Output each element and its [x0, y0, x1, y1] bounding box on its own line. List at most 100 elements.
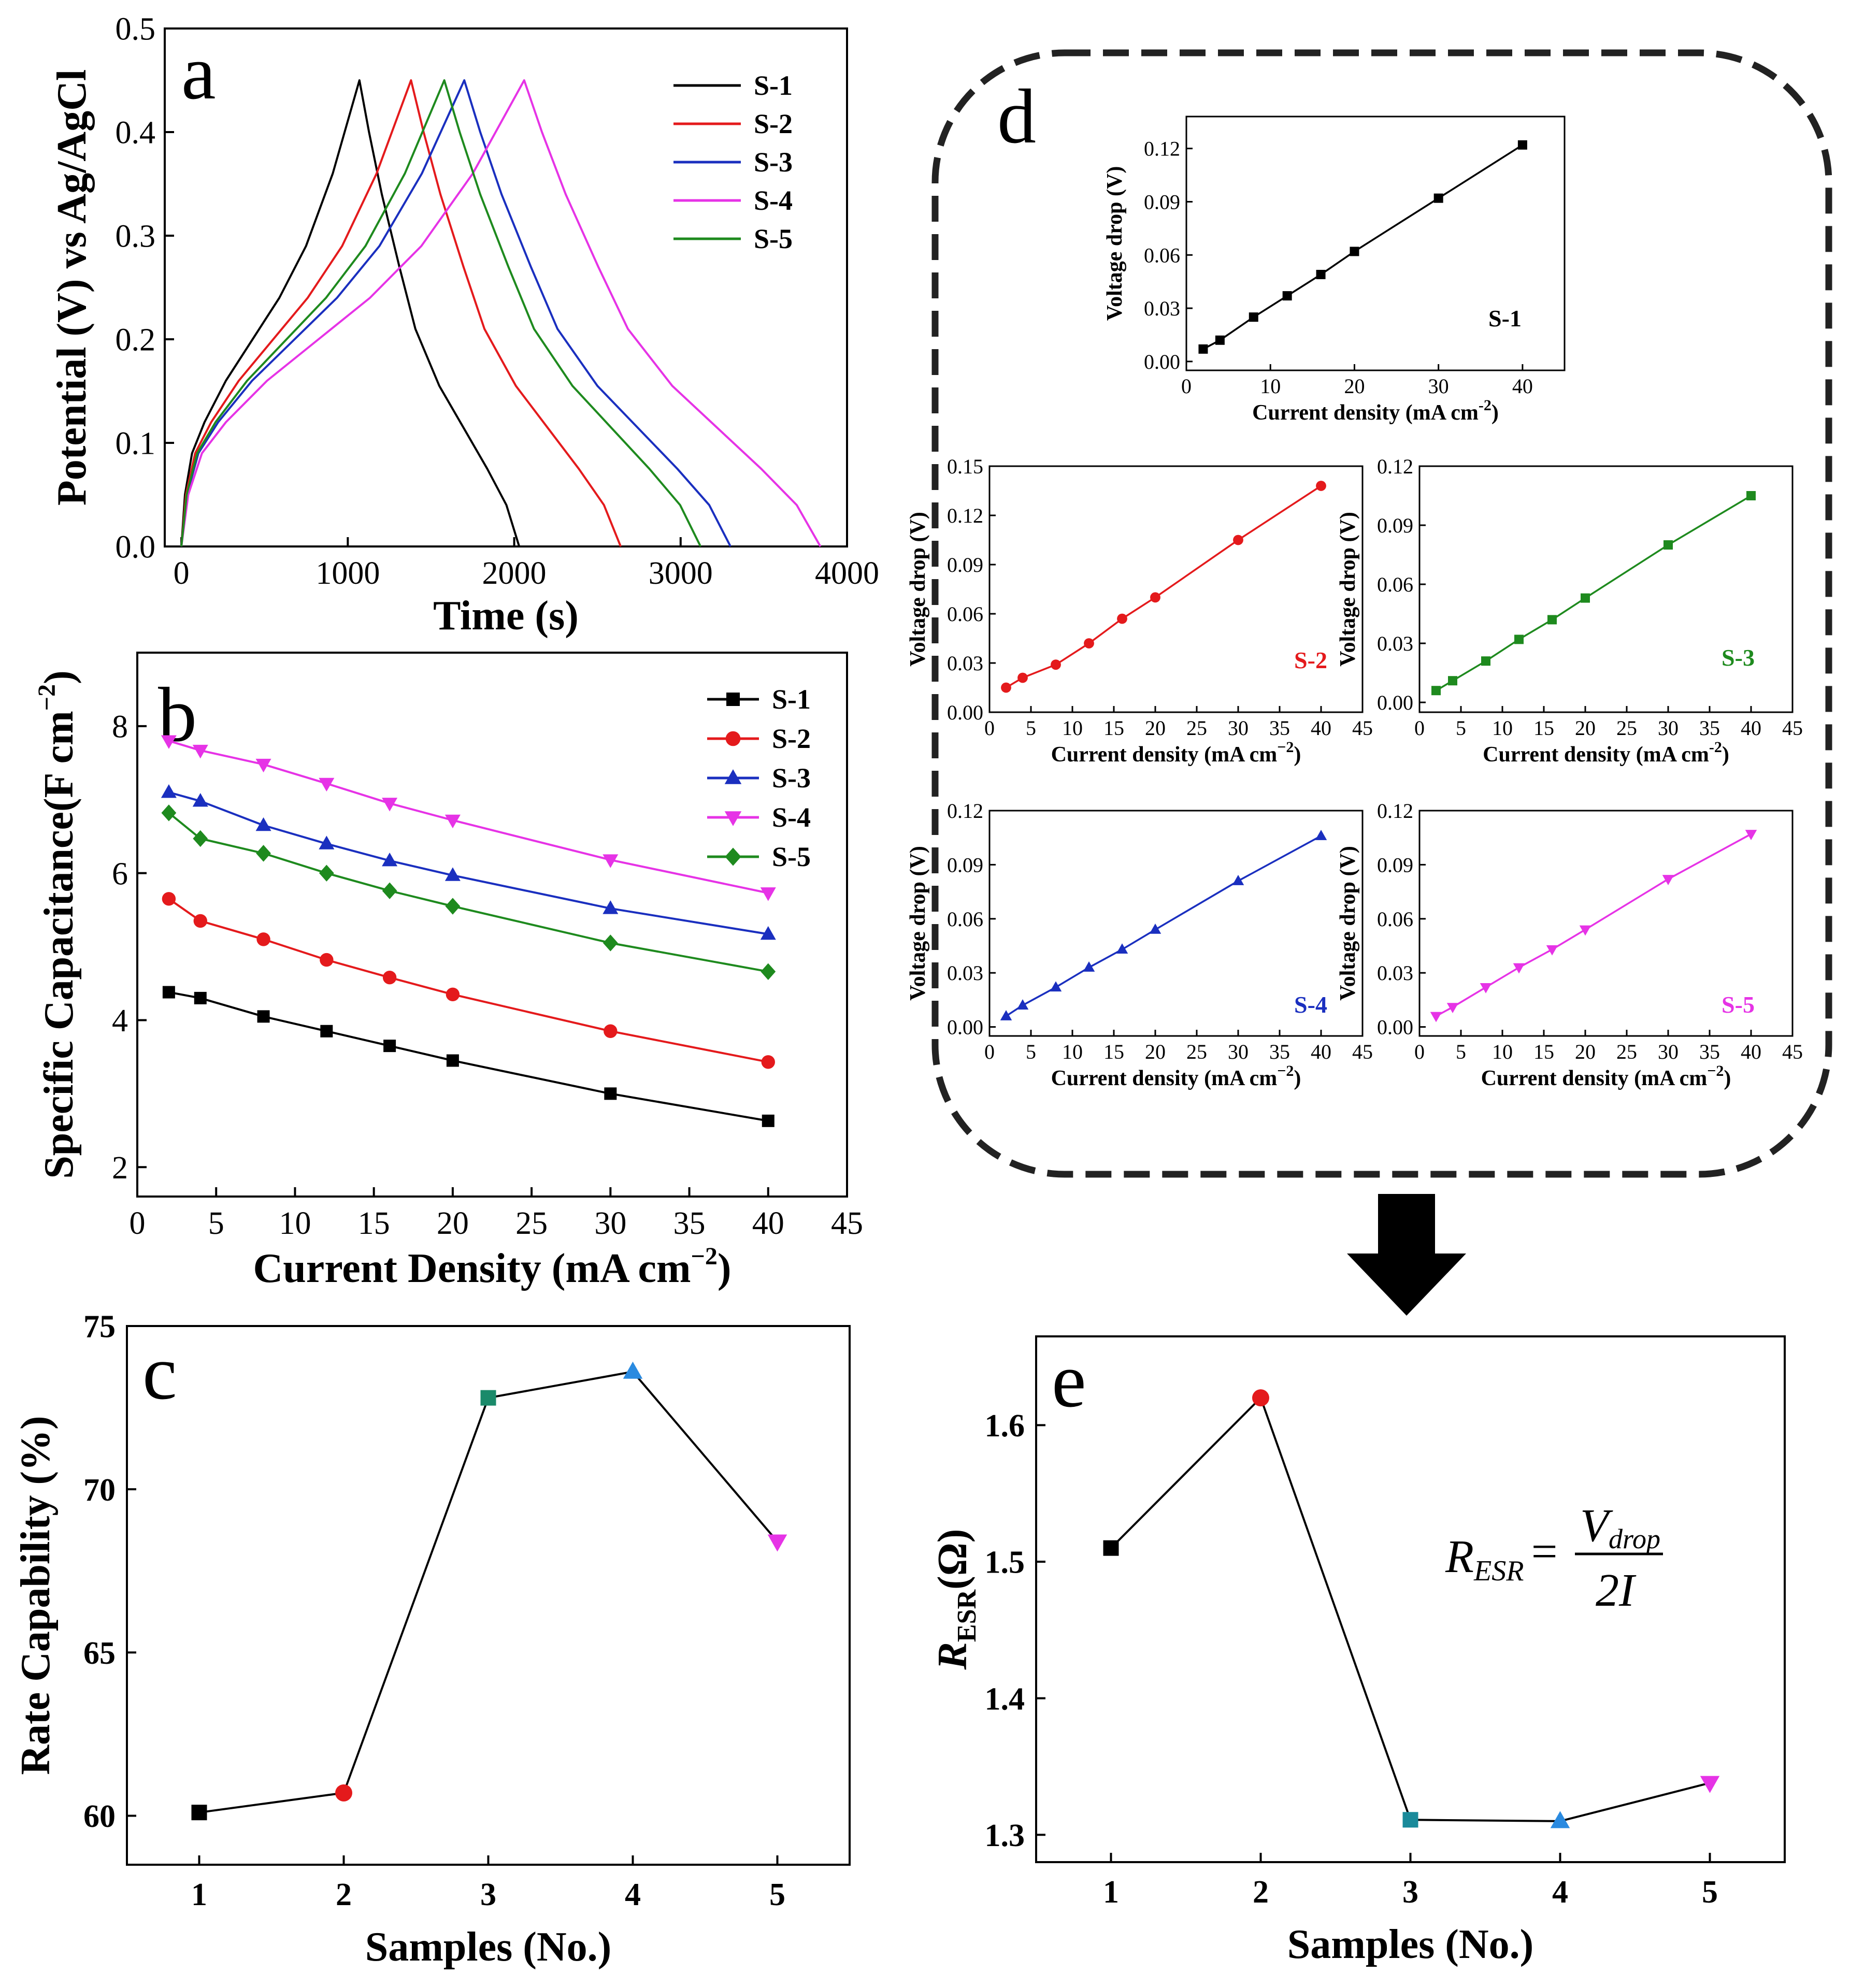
d3-xtick-label: 40	[1741, 716, 1761, 740]
d5-xtick-label: 30	[1658, 1040, 1679, 1063]
a-ytick-label: 0.3	[116, 219, 156, 254]
b-data-point	[257, 1010, 270, 1023]
d4-xtick-label: 10	[1062, 1040, 1083, 1063]
b-ytick-label: 2	[112, 1150, 128, 1186]
d5-ytick-label: 0.06	[1377, 907, 1413, 931]
d1-y-axis-label: Voltage drop (V)	[1103, 166, 1127, 321]
d3-xtick-label: 30	[1658, 716, 1679, 740]
b-ytick-label: 6	[112, 856, 128, 891]
d1-sample-label: S-1	[1488, 305, 1522, 332]
b-legend-marker	[724, 769, 742, 784]
d2-sample-label: S-2	[1294, 647, 1327, 673]
b-ytick-label: 8	[112, 710, 128, 745]
c-x-axis-label: Samples (No.)	[365, 1924, 612, 1970]
b-legend-label: S-1	[772, 684, 811, 715]
a-x-axis-label: Time (s)	[433, 593, 579, 639]
d1-xtick-label: 20	[1344, 374, 1365, 398]
inset-d5: 0 5 10 15 20 25 30 35 40 450.000.030.060.090.12Cu…	[1336, 799, 1803, 1090]
b-data-point	[603, 934, 618, 952]
d5-ytick-label: 0.03	[1377, 961, 1413, 985]
d5-xtick-label: 15	[1533, 1040, 1554, 1063]
d4-x-axis-label: Current density (mA cm−2)	[1051, 1062, 1301, 1090]
b-data-point	[319, 835, 335, 849]
a-legend-label: S-3	[754, 147, 793, 178]
b-xtick-label: 10	[279, 1206, 311, 1241]
d1-ytick-label: 0.03	[1144, 297, 1180, 320]
panel-b-letter: b	[158, 672, 197, 758]
d5-sample-label: S-5	[1722, 991, 1755, 1018]
d4-data-point	[1315, 830, 1327, 840]
a-y-axis-label: Potential (V) vs Ag/AgCl	[49, 69, 95, 506]
d4-xtick-label: 40	[1311, 1040, 1331, 1063]
d2-ytick-label: 0.12	[947, 504, 983, 527]
d1-data-point	[1433, 193, 1443, 203]
d4-xtick-label: 0	[984, 1040, 995, 1063]
d5-ytick-label: 0.12	[1377, 799, 1413, 823]
charts: 0 1000 2000 3000 40000.00.10.20.30.40.5aTime…	[13, 12, 1803, 1970]
a-xtick-label: 0	[174, 556, 190, 591]
d2-ytick-label: 0.15	[947, 455, 983, 478]
d5-data-point	[1745, 830, 1757, 840]
b-series-line-S-2	[168, 898, 769, 1063]
e-xtick-label: 2	[1253, 1875, 1269, 1910]
d5-plot-frame	[1418, 810, 1794, 1037]
d4-xtick-label: 45	[1352, 1040, 1373, 1063]
inset-d2: 0 5 10 15 20 25 30 35 40 45 0.00 0.03 0.06 0.09 0.12 0.…	[906, 455, 1373, 767]
d1-ytick-label: 0.09	[1144, 190, 1180, 213]
d3-x-axis-label: Current density (mA cm-2)	[1483, 739, 1729, 767]
d4-xtick-label: 20	[1145, 1040, 1166, 1063]
panel-b: 0 5 10 15 20 25 30 35 40 45 2 4 6 8 b Current Density (…	[33, 652, 863, 1291]
b-data-point	[255, 817, 271, 831]
d2-xtick-label: 25	[1186, 716, 1207, 740]
panel-e-letter: e	[1052, 1337, 1086, 1423]
a-plot-frame	[164, 27, 848, 548]
d3-data-point	[1663, 540, 1673, 550]
b-data-point	[603, 900, 619, 914]
d2-data-point	[1233, 535, 1243, 545]
c-data-point	[480, 1390, 496, 1406]
d2-data-point	[1150, 592, 1160, 603]
d2-ytick-label: 0.03	[947, 652, 983, 675]
d2-series-line	[1006, 485, 1322, 689]
d5-data-point	[1546, 945, 1558, 956]
a-xtick-label: 3000	[649, 556, 713, 591]
c-xtick-label: 2	[336, 1877, 352, 1912]
b-data-point	[162, 986, 175, 999]
d5-xtick-label: 0	[1414, 1040, 1425, 1063]
d5-xtick-label: 10	[1492, 1040, 1513, 1063]
d3-sample-label: S-3	[1722, 644, 1755, 671]
b-series-line-S-5	[168, 812, 769, 973]
e-formula-den: 2I	[1596, 1565, 1637, 1616]
b-xtick-label: 35	[673, 1206, 706, 1241]
d1-xtick-label: 0	[1181, 374, 1192, 398]
d3-xtick-label: 5	[1456, 716, 1466, 740]
d3-xtick-label: 35	[1699, 716, 1720, 740]
b-data-point	[161, 804, 177, 822]
c-y-axis-label: Rate Capability (%)	[13, 1416, 59, 1775]
e-data-point	[1252, 1389, 1269, 1407]
d1-ytick-label: 0.12	[1144, 137, 1180, 161]
a-legend-label: S-4	[754, 185, 793, 216]
d4-xtick-label: 15	[1103, 1040, 1124, 1063]
c-series-line	[199, 1371, 779, 1814]
d1-xtick-label: 10	[1260, 374, 1281, 398]
d5-data-point	[1430, 1012, 1442, 1022]
c-xtick-label: 5	[769, 1877, 785, 1912]
d3-xtick-label: 10	[1492, 716, 1513, 740]
d2-data-point	[1001, 682, 1011, 693]
d4-xtick-label: 25	[1186, 1040, 1207, 1063]
d4-plot-frame	[988, 810, 1364, 1037]
d5-xtick-label: 5	[1456, 1040, 1466, 1063]
d3-xtick-label: 25	[1616, 716, 1637, 740]
b-data-point	[604, 1024, 618, 1038]
d2-data-point	[1117, 613, 1127, 624]
inset-d4: 0 5 10 15 20 25 30 35 40 45 0.00 0.03 0.06 0.09 0.12 Cu…	[906, 799, 1373, 1090]
d1-xtick-label: 30	[1428, 374, 1449, 398]
d5-data-point	[1480, 983, 1492, 993]
e-formula-num: Vdrop	[1580, 1500, 1660, 1554]
d1-ytick-label: 0.00	[1144, 350, 1180, 373]
a-legend-label: S-1	[754, 70, 793, 101]
d2-plot-frame	[988, 465, 1364, 713]
a-series-line-S-3	[180, 79, 732, 547]
b-data-point	[255, 758, 271, 773]
